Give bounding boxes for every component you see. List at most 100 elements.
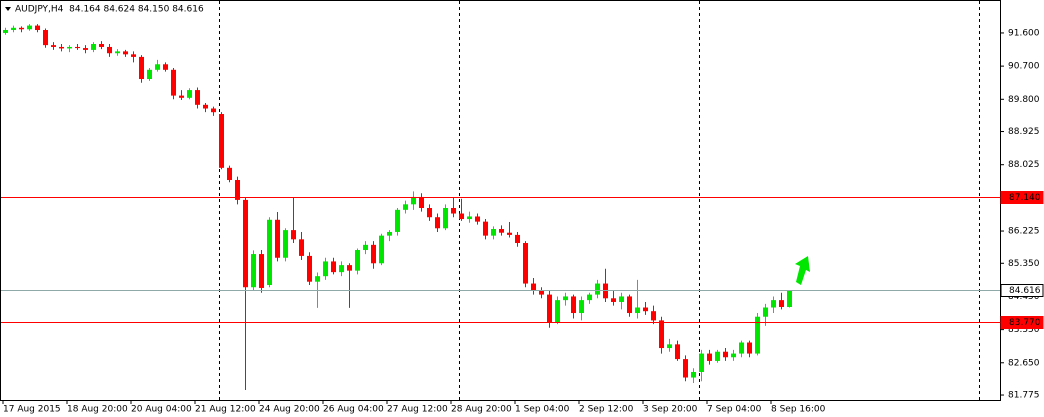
candle-body (59, 46, 64, 49)
candle-body (371, 244, 376, 264)
candle-body (651, 311, 656, 321)
x-tick-label: 7 Sep 04:00 (707, 405, 762, 415)
candle-body (43, 30, 48, 46)
candle-body (723, 351, 728, 358)
y-tick-label: 90.700 (1008, 62, 1040, 72)
candle-body (483, 221, 488, 236)
candle-body (659, 320, 664, 349)
y-tick-label: 91.600 (1008, 28, 1040, 38)
candle-body (547, 294, 552, 323)
collapse-icon (5, 7, 11, 11)
candle-body (555, 300, 560, 323)
candle-body (11, 27, 16, 31)
candle-body (203, 104, 208, 109)
candle-body (307, 255, 312, 282)
x-tick-label: 3 Sep 20:00 (643, 405, 698, 415)
candle-body (451, 208, 456, 214)
x-tick-label: 8 Sep 16:00 (771, 405, 826, 415)
candle-body (291, 230, 296, 240)
candle-body (179, 95, 184, 98)
level-label: 87.140 (1009, 193, 1041, 203)
candle-body (267, 219, 272, 286)
x-tick-label: 17 Aug 2015 (3, 405, 61, 415)
candle-body (571, 296, 576, 314)
candle-body (251, 254, 256, 288)
candle-body (467, 216, 472, 220)
candle-body (531, 283, 536, 291)
candle-body (235, 179, 240, 200)
candle-body (491, 229, 496, 236)
candle-body (523, 243, 528, 284)
candle-body (787, 290, 792, 307)
candle-body (115, 51, 120, 54)
candle-body (379, 235, 384, 264)
candle-body (699, 353, 704, 372)
candle-body (731, 353, 736, 358)
candle-body (299, 239, 304, 256)
candle-body (403, 204, 408, 210)
candle-body (259, 254, 264, 288)
candle-body (211, 108, 216, 113)
level-label-box (1000, 316, 1044, 329)
candle-body (563, 296, 568, 301)
y-tick-label: 86.225 (1008, 227, 1040, 237)
candle-body (323, 261, 328, 277)
candle-body (499, 229, 504, 233)
candle-body (3, 30, 8, 33)
candle-body (91, 44, 96, 50)
candle-body (643, 307, 648, 312)
candle-body (315, 276, 320, 282)
candle-body (435, 217, 440, 229)
candle-body (83, 48, 88, 50)
candle-body (395, 209, 400, 232)
candle-body (771, 300, 776, 308)
candle-body (715, 351, 720, 361)
candle-body (515, 234, 520, 244)
period-separators (219, 1, 980, 400)
candle-body (187, 90, 192, 98)
level-label: 83.770 (1009, 318, 1041, 328)
candle-body (355, 250, 360, 271)
candle-body (107, 46, 112, 54)
candle-body (67, 46, 72, 49)
candle-body (75, 46, 80, 49)
candle-body (139, 56, 144, 80)
candle-body (283, 230, 288, 258)
candle-body (611, 298, 616, 302)
candle-body (147, 69, 152, 80)
candle-body (635, 307, 640, 314)
y-tick-label: 88.925 (1008, 127, 1040, 137)
candle-body (507, 232, 512, 235)
candle-body (475, 216, 480, 222)
x-tick-label: 26 Aug 04:00 (323, 405, 384, 415)
x-tick-label: 21 Aug 12:00 (195, 405, 256, 415)
candle-body (331, 261, 336, 273)
candle-body (675, 344, 680, 360)
candle-body (123, 51, 128, 55)
candle-body (443, 208, 448, 229)
x-tick-label: 24 Aug 20:00 (259, 405, 320, 415)
candle-body (627, 296, 632, 314)
x-tick-label: 18 Aug 20:00 (67, 405, 128, 415)
x-tick-label: 1 Sep 04:00 (515, 405, 570, 415)
candle-body (619, 296, 624, 302)
chart-title: AUDJPY,H4 84.164 84.624 84.150 84.616 (15, 5, 204, 15)
candle-body (427, 208, 432, 218)
trend-arrow (795, 256, 810, 285)
x-tick-label: 28 Aug 20:00 (451, 405, 512, 415)
candle-body (411, 196, 416, 205)
x-tick-label: 2 Sep 12:00 (579, 405, 634, 415)
candle-body (579, 300, 584, 314)
candle-body (195, 90, 200, 105)
candle-body (755, 316, 760, 354)
candle-body (667, 344, 672, 349)
y-tick-label: 82.650 (1008, 358, 1040, 368)
candle-body (227, 167, 232, 180)
candle-body (587, 294, 592, 301)
candle-body (163, 64, 168, 70)
level-label: 84.616 (1009, 286, 1041, 296)
candle-body (171, 69, 176, 96)
candle-body (275, 219, 280, 258)
candle-body (707, 353, 712, 361)
